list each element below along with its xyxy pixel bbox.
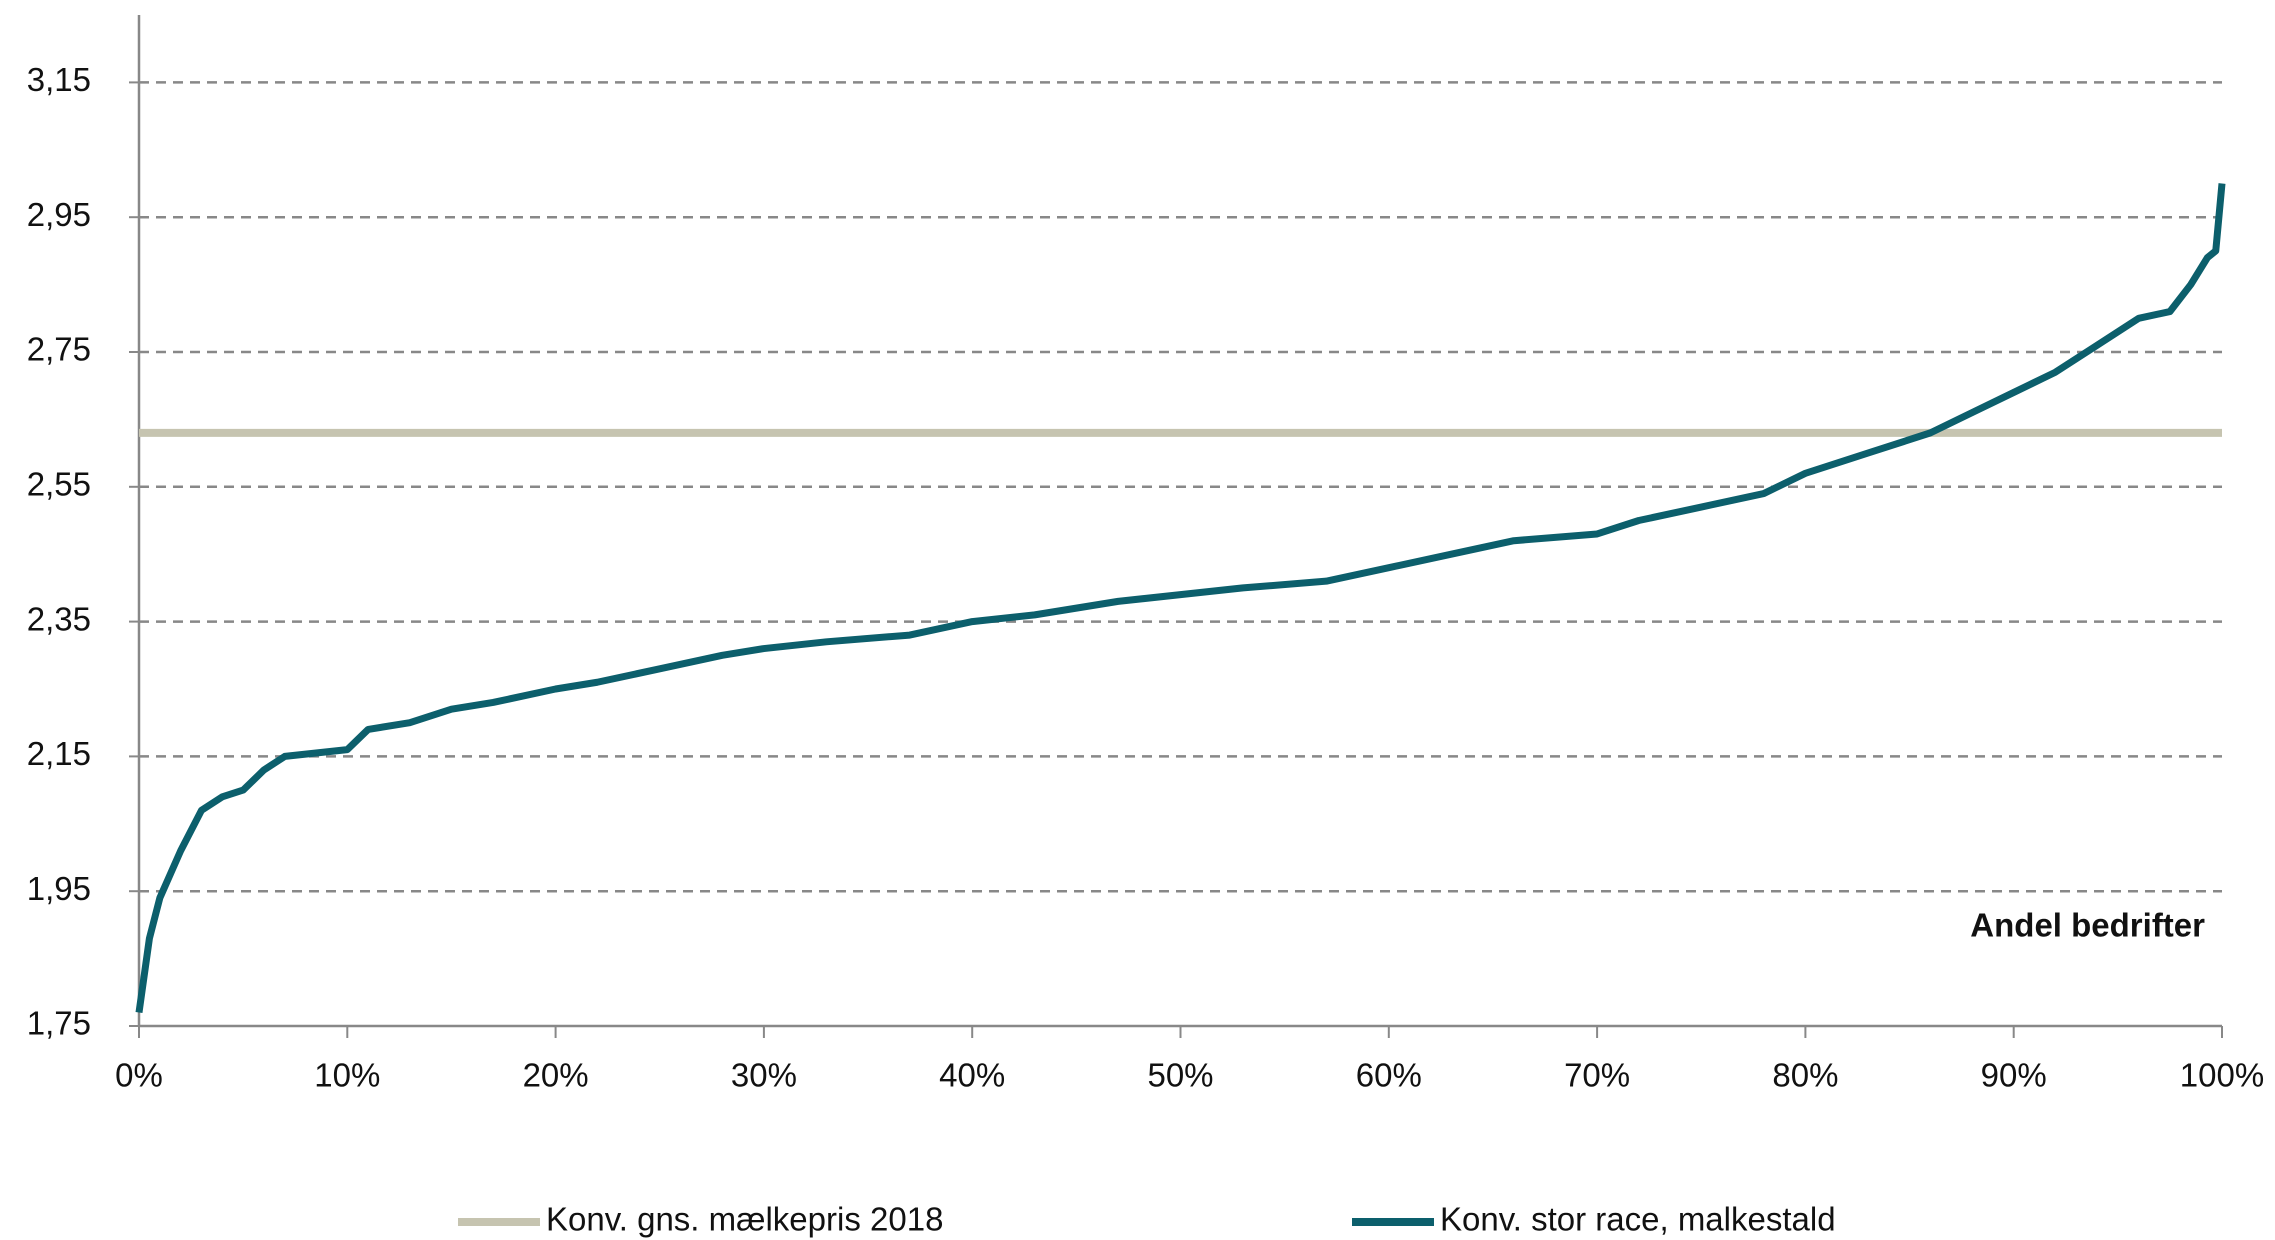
y-tick-label: 3,15 <box>27 61 91 98</box>
x-tick-label: 0% <box>115 1057 163 1094</box>
x-tick-label: 40% <box>939 1057 1005 1094</box>
annotation: Andel bedrifter <box>1970 907 2205 944</box>
x-tick-label: 80% <box>1772 1057 1838 1094</box>
y-tick-label: 2,35 <box>27 600 91 637</box>
x-tick-label: 30% <box>731 1057 797 1094</box>
line-series <box>135 183 2226 1014</box>
y-tick-label: 1,75 <box>27 1005 91 1042</box>
x-tick-label: 10% <box>314 1057 380 1094</box>
y-tick-label: 2,15 <box>27 735 91 772</box>
x-tick-label: 70% <box>1564 1057 1630 1094</box>
y-tick-label: 2,95 <box>27 196 91 233</box>
x-tick-label: 20% <box>523 1057 589 1094</box>
x-tick-label: 100% <box>2180 1057 2264 1094</box>
legend-label: Konv. gns. mælkepris 2018 <box>546 1201 943 1238</box>
x-tick-label: 60% <box>1356 1057 1422 1094</box>
x-tick-label: 50% <box>1147 1057 1213 1094</box>
y-tick-label: 1,95 <box>27 870 91 907</box>
legend-label: Konv. stor race, malkestald <box>1440 1201 1836 1238</box>
y-tick-label: 2,55 <box>27 466 91 503</box>
x-tick-label: 90% <box>1981 1057 2047 1094</box>
y-tick-label: 2,75 <box>27 331 91 368</box>
